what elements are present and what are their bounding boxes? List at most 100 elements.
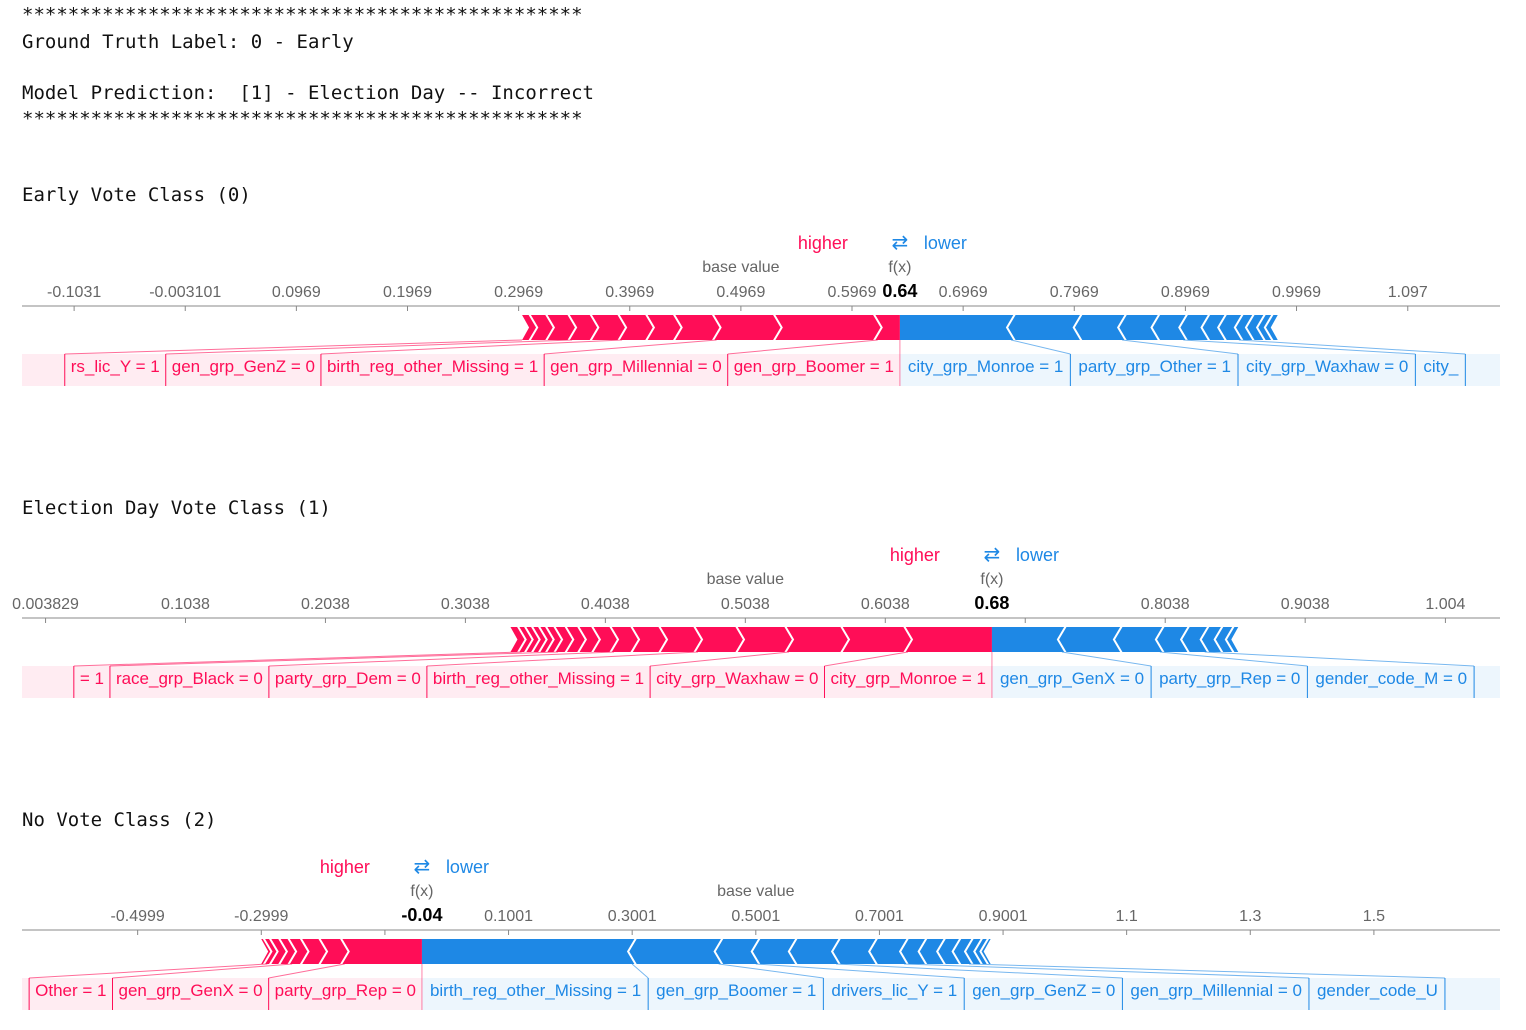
legend-higher: higher xyxy=(798,233,848,253)
positive-bar xyxy=(510,627,992,652)
tick-label: 0.6038 xyxy=(861,596,910,613)
negative-connector xyxy=(968,963,1445,979)
negative-feature-label: birth_reg_other_Missing = 1 xyxy=(430,981,641,1000)
positive-chevron xyxy=(318,937,329,966)
negative-chevron xyxy=(1244,313,1255,342)
positive-chevron xyxy=(544,625,555,654)
negative-connector xyxy=(1010,339,1071,355)
negative-chevron xyxy=(868,937,879,966)
positive-chevron xyxy=(589,313,600,342)
positive-feature-label: city_grp_Monroe = 1 xyxy=(830,669,985,688)
negative-connector xyxy=(836,963,1123,979)
force-plot-1: city_grp_Monroe = 1 city_grp_Waxhaw = 0 bi… xyxy=(12,544,1500,698)
negative-chevron xyxy=(1072,313,1083,342)
positive-chevron xyxy=(840,625,851,654)
positive-chevron xyxy=(537,625,548,654)
negative-feature-label: party_grp_Other = 1 xyxy=(1078,357,1231,376)
stars-top: ****************************************… xyxy=(22,4,583,26)
positive-feature-label: = 1 xyxy=(80,669,104,688)
positive-feature-label: rs_lic_Y = 1 xyxy=(71,357,160,376)
tick-label: 0.5969 xyxy=(828,284,877,301)
positive-connector xyxy=(64,339,523,355)
negative-feature-label: party_grp_Rep = 0 xyxy=(1159,669,1300,688)
tick-label: 0.1038 xyxy=(161,596,210,613)
positive-bar xyxy=(522,315,900,340)
positive-chevron xyxy=(735,625,746,654)
tick-label: 0.3038 xyxy=(441,596,490,613)
tick-label: 0.7001 xyxy=(855,908,904,925)
negative-chevron xyxy=(1200,313,1211,342)
positive-feature-label: race_grp_Black = 0 xyxy=(116,669,263,688)
negative-connector xyxy=(718,963,824,979)
plot-title-early: Early Vote Class (0) xyxy=(22,184,251,206)
tick-label: 0.8969 xyxy=(1161,284,1210,301)
positive-feature-label: birth_reg_other_Missing = 1 xyxy=(433,669,644,688)
base-value-label: base value xyxy=(717,883,794,900)
negative-chevron xyxy=(1233,313,1244,342)
output-value: 0.68 xyxy=(974,593,1009,613)
negative-chevron xyxy=(713,937,724,966)
positive-chevron xyxy=(287,937,298,966)
negative-bar xyxy=(421,939,991,964)
tick-label: 0.9038 xyxy=(1281,596,1330,613)
negative-feature-label: gen_grp_Millennial = 0 xyxy=(1130,981,1302,1000)
legend-arrow-icon: ⇄ xyxy=(892,232,909,254)
negative-connector xyxy=(631,963,649,979)
negative-chevron xyxy=(951,937,962,966)
tick-label: 0.4038 xyxy=(581,596,630,613)
negative-connector xyxy=(1159,651,1308,667)
negative-chevron xyxy=(1199,625,1210,654)
positive-chevron xyxy=(530,625,541,654)
positive-connector xyxy=(544,339,717,355)
negative-feature-label: gender_code_M = 0 xyxy=(1315,669,1467,688)
positive-chevron xyxy=(609,625,620,654)
tick-label: 1.3 xyxy=(1239,908,1261,925)
tick-label: -0.2999 xyxy=(234,908,288,925)
positive-label-band xyxy=(22,666,992,698)
tick-label: -0.4999 xyxy=(111,908,165,925)
positive-connector xyxy=(165,339,573,355)
force-plot-clipped-1: city_grp_Monroe = 1 city_grp_Waxhaw = 0 bi… xyxy=(22,625,1500,698)
positive-chevron xyxy=(872,313,883,342)
positive-connector xyxy=(320,339,623,355)
negative-chevron xyxy=(1217,313,1228,342)
legend-arrow-icon: ⇄ xyxy=(414,856,431,878)
negative-feature-label: gen_grp_Boomer = 1 xyxy=(656,981,816,1000)
legend-higher: higher xyxy=(890,545,940,565)
negative-chevron xyxy=(1224,625,1235,654)
negative-connector xyxy=(1204,651,1475,667)
positive-connector xyxy=(112,963,293,979)
positive-connector xyxy=(29,963,268,979)
positive-chevron xyxy=(564,625,575,654)
negative-chevron xyxy=(1056,625,1067,654)
tick-label: 0.9969 xyxy=(1272,284,1321,301)
positive-chevron xyxy=(567,313,578,342)
tick-label: 0.7969 xyxy=(1050,284,1099,301)
tick-label: 0.5038 xyxy=(721,596,770,613)
positive-chevron xyxy=(523,625,534,654)
tick-label: 0.9001 xyxy=(979,908,1028,925)
tick-label: 1.004 xyxy=(1425,596,1465,613)
tick-label: 1.1 xyxy=(1116,908,1138,925)
base-value-label: base value xyxy=(707,571,784,588)
positive-connector xyxy=(727,339,878,355)
force-plot-0: gen_grp_Boomer = 1 gen_grp_Millennial = 0… xyxy=(22,232,1500,386)
positive-chevron xyxy=(693,625,704,654)
positive-feature-label: gen_grp_Millennial = 0 xyxy=(550,357,722,376)
negative-chevron xyxy=(963,937,974,966)
positive-chevron xyxy=(553,625,564,654)
negative-feature-label: gen_grp_GenZ = 0 xyxy=(972,981,1115,1000)
negative-chevron xyxy=(917,937,928,966)
positive-chevron xyxy=(645,313,656,342)
plot-title-election-day: Election Day Vote Class (1) xyxy=(22,497,331,519)
legend-arrow-icon: ⇄ xyxy=(984,544,1001,566)
positive-feature-label: gen_grp_Boomer = 1 xyxy=(734,357,894,376)
positive-chevron xyxy=(299,937,310,966)
negative-bar xyxy=(991,627,1239,652)
tick-label: 0.8038 xyxy=(1141,596,1190,613)
positive-chevron xyxy=(658,625,669,654)
negative-connector xyxy=(1238,339,1466,355)
tick-label: 0.6969 xyxy=(939,284,988,301)
output-value: 0.64 xyxy=(882,281,917,301)
